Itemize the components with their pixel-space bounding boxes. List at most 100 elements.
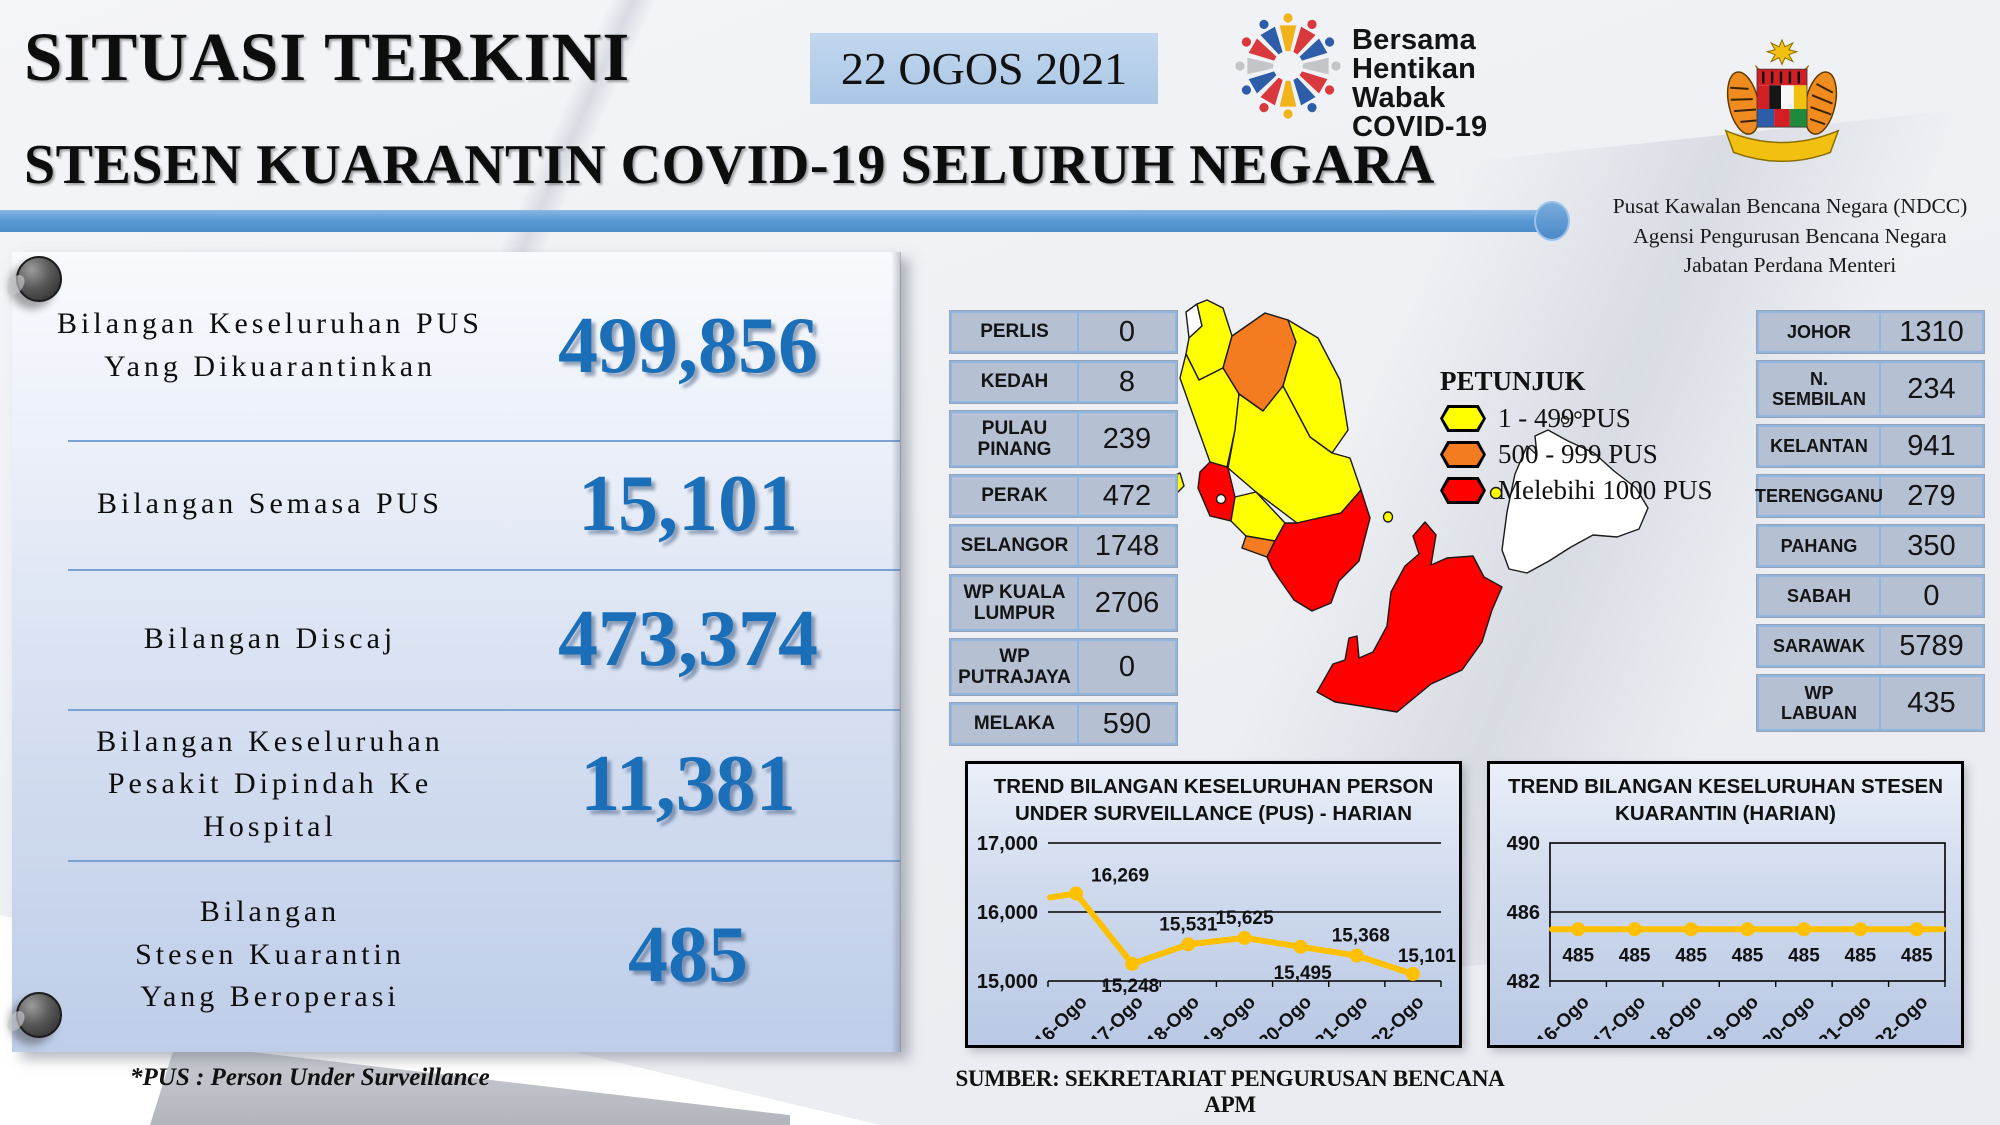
state-value-cell: 0 [1923,579,1940,612]
state-value-cell: 472 [1102,479,1152,512]
table-row: KELANTAN 941 [1757,425,1984,467]
panel-edge-shade [891,252,901,1052]
map-state-johor [1266,489,1371,612]
date-badge: 22 OGOS 2021 [810,33,1158,104]
map-state-sabah [1501,429,1649,574]
malaysia-coat-of-arms-icon [1724,38,1840,162]
state-value-cell: 0 [1118,315,1136,348]
stat-value: 499,856 [558,301,818,390]
table-row: WP KUALA LUMPUR 2706 [950,575,1177,631]
campaign-slogan: Bersama Hentikan Wabak COVID-19 [1352,24,1488,143]
pus-trend-line-chart: 15,000 16,000 17,000 16,269 15,248 15,53115,6… [977,833,1457,1039]
table-row: MELAKA 590 [950,703,1177,745]
row-divider [68,440,900,442]
data-point-label: 485 [1901,946,1933,967]
state-value-cell: 590 [1102,707,1152,740]
trend-line [1047,890,1416,978]
row-divider [68,569,900,571]
x-axis-category-label: 21-Ogo [1311,992,1372,1039]
data-point-marker [1571,922,1586,937]
table-row: SARAWAK 5789 [1757,625,1984,667]
state-name-cell: PAHANG [1759,527,1881,565]
state-value-cell: 2706 [1094,586,1160,619]
state-name-cell: MELAKA [952,705,1079,743]
state-name-cell: PERAK [952,477,1079,515]
stat-label: Bilangan Semasa PUS [97,487,443,521]
covid-campaign-logo-icon [1235,13,1341,119]
x-axis-category-label: 18-Ogo [1143,992,1204,1039]
data-point-marker [1796,922,1811,937]
map-island-tioman [1382,511,1394,523]
data-point-marker [1181,937,1196,952]
x-axis-category-label: 22-Ogo [1871,992,1932,1039]
state-name-cell: KEDAH [952,363,1079,401]
state-name-cell: WP KUALA LUMPUR [952,577,1079,629]
table-row: TERENGGANU 279 [1755,475,1984,517]
table-row: PERAK 472 [950,475,1177,517]
data-point-marker [1293,940,1308,955]
legend-chip-color [1443,408,1483,429]
stat-value: 485 [628,910,748,999]
table-row: PULAU PINANG 239 [950,411,1177,467]
x-axis-category-label: 17-Ogo [1087,992,1148,1039]
x-axis-category-label: 22-Ogo [1367,992,1428,1039]
legend-item: Melebihi 1000 PUS [1440,475,1713,506]
data-point-label: 15,101 [1398,946,1457,967]
table-row: SABAH 0 [1757,575,1984,617]
y-axis-tick-label: 16,000 [977,902,1038,924]
divider-bar [0,210,1548,232]
state-name-cell: KELANTAN [1759,427,1881,465]
stat-value: 11,381 [580,740,796,828]
state-name-cell: SELANGOR [952,527,1079,565]
legend-chip-color [1443,480,1483,501]
stat-row: Bilangan Keseluruhan Pesakit Dipindah Ke… [12,709,900,860]
state-value-cell: 350 [1907,529,1956,562]
page-subtitle: STESEN KUARANTIN COVID-19 SELURUH NEGARA [24,134,1435,196]
x-axis-category-label: 21-Ogo [1815,992,1876,1039]
source-attribution: SUMBER: SEKRETARIAT PENGURUSAN BENCANA A… [955,1066,1505,1117]
map-state-selangor [1197,461,1236,522]
stat-value: 15,101 [578,460,798,548]
data-point-marker [1853,922,1868,937]
state-name-cell: SARAWAK [1759,627,1881,665]
state-name-cell: PULAU PINANG [952,413,1079,465]
date-text: 22 OGOS 2021 [840,43,1128,94]
legend-item-label: Melebihi 1000 PUS [1498,475,1713,505]
x-axis-category-label: 20-Ogo [1758,992,1819,1039]
x-axis-category-label: 19-Ogo [1702,992,1763,1039]
data-point-label: 485 [1788,946,1820,967]
stat-value: 473,374 [558,594,818,683]
stat-label: Bilangan Keseluruhan Pesakit Dipindah Ke… [96,724,444,843]
data-point-marker [1627,922,1642,937]
stat-label: Bilangan Stesen Kuarantin Yang Beroperas… [135,895,405,1014]
legend-title: PETUNJUK [1440,366,1586,396]
map-state-putrajaya [1215,493,1227,505]
data-point-label: 15,625 [1215,908,1274,929]
legend-item-label: 1 - 499 PUS [1498,403,1631,433]
legend-chip-color [1443,444,1483,465]
chart-card-station-trend: TREND BILANGAN KESELURUHAN STESEN KUARAN… [1487,761,1964,1048]
data-point-label: 15,495 [1274,963,1333,984]
state-value-cell: 1310 [1899,315,1964,348]
legend-item-label: 500 - 999 PUS [1498,439,1658,469]
table-row: PAHANG 350 [1757,525,1984,567]
pushpin-icon [16,992,62,1038]
state-table-east: JOHOR 1310 N. SEMBILAN 234 KELANTAN 941 TERENG… [1755,311,1984,739]
station-trend-line-chart: 482 486 490 485 485 485 485 485 485 485 16-Ogo17-O… [1507,833,1946,1039]
y-axis-tick-label: 15,000 [977,971,1038,993]
data-point-marker [1405,967,1420,982]
state-value-cell: 1748 [1094,529,1160,562]
x-axis-category-label: 16-Ogo [1030,992,1091,1039]
y-axis-tick-label: 17,000 [977,833,1038,855]
data-point-marker [1909,922,1924,937]
table-row: SELANGOR 1748 [950,525,1177,567]
stat-label: Bilangan Discaj [143,621,397,655]
y-axis-tick-label: 486 [1507,902,1540,924]
stat-row: Bilangan Keseluruhan PUS Yang Dikuaranti… [12,252,900,440]
page-title: SITUASI TERKINI [24,19,631,95]
table-row: PERLIS 0 [950,311,1177,353]
data-point-label: 485 [1845,946,1877,967]
organisation-lines: Pusat Kawalan Bencana Negara (NDCC) Agen… [1612,194,1968,278]
stats-panel: Bilangan Keseluruhan PUS Yang Dikuaranti… [12,252,901,1052]
state-value-cell: 0 [1118,650,1136,683]
